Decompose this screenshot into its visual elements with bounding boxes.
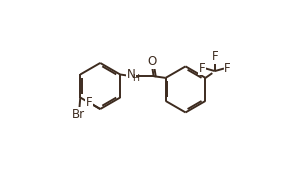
Text: N: N: [127, 68, 136, 81]
Text: Br: Br: [72, 108, 85, 121]
Text: F: F: [224, 62, 231, 74]
Text: O: O: [147, 55, 157, 68]
Text: H: H: [132, 74, 139, 83]
Text: F: F: [199, 62, 205, 74]
Text: F: F: [212, 50, 218, 63]
Text: F: F: [86, 96, 92, 109]
